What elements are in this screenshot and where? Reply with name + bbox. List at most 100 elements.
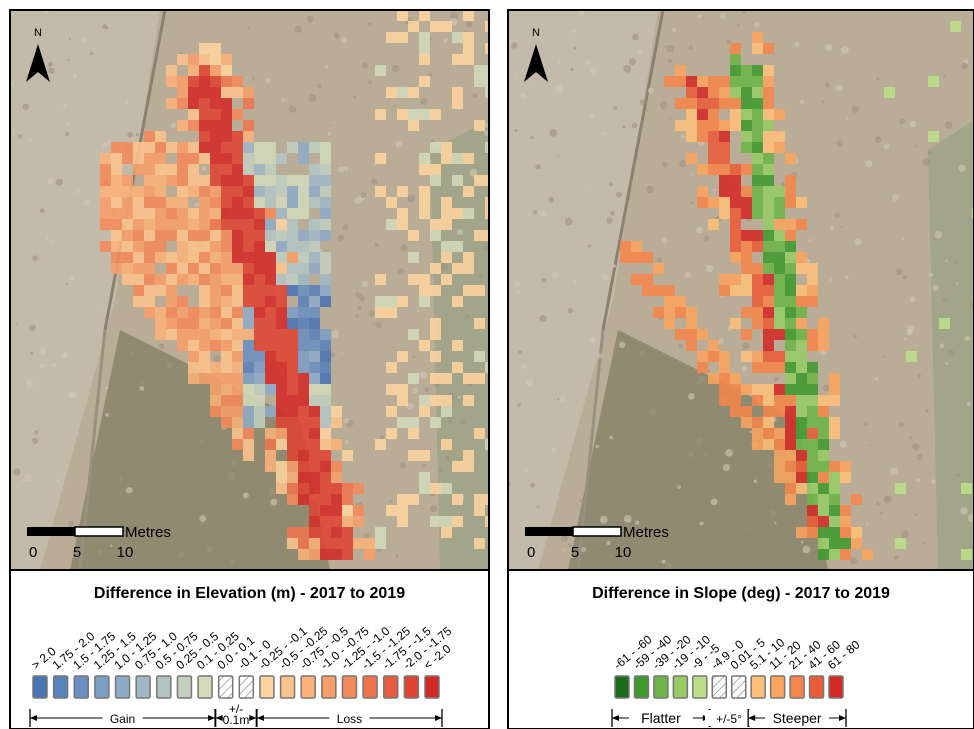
texture: [130, 352, 134, 356]
texture: [623, 65, 631, 73]
raster-cell: [276, 351, 287, 362]
raster-cell: [928, 76, 939, 87]
raster-cell: [708, 197, 719, 208]
texture: [200, 438, 204, 442]
raster-cell: [210, 318, 221, 329]
texture: [929, 273, 933, 277]
texture: [572, 29, 576, 33]
group-label: 0.1m: [223, 713, 250, 727]
raster-cell: [188, 373, 199, 384]
raster-cell: [177, 197, 188, 208]
texture: [52, 363, 56, 367]
texture: [353, 95, 356, 98]
raster-cell: [243, 318, 254, 329]
raster-cell: [430, 351, 441, 362]
texture: [613, 264, 617, 268]
raster-cell: [265, 142, 276, 153]
raster-cell: [287, 142, 298, 153]
raster-cell: [430, 417, 441, 428]
texture: [737, 463, 739, 465]
texture: [139, 386, 144, 391]
raster-cell: [254, 329, 265, 340]
raster-cell: [265, 230, 276, 241]
raster-cell: [166, 208, 177, 219]
raster-cell: [419, 109, 430, 120]
raster-cell: [730, 186, 741, 197]
raster-cell: [320, 406, 331, 417]
raster-cell: [210, 43, 221, 54]
texture: [317, 83, 322, 88]
raster-cell: [708, 142, 719, 153]
raster-cell: [320, 142, 331, 153]
raster-cell: [287, 428, 298, 439]
texture: [68, 521, 74, 527]
texture: [515, 73, 518, 76]
raster-cell: [177, 153, 188, 164]
raster-cell: [144, 285, 155, 296]
raster-cell: [177, 142, 188, 153]
raster-cell: [796, 406, 807, 417]
raster-cell: [818, 516, 829, 527]
raster-cell: [950, 21, 961, 32]
texture: [876, 77, 879, 80]
raster-cell: [199, 274, 210, 285]
raster-cell: [386, 505, 397, 516]
raster-cell: [221, 406, 232, 417]
raster-cell: [741, 142, 752, 153]
raster-cell: [752, 208, 763, 219]
raster-cell: [763, 164, 774, 175]
raster-cell: [419, 153, 430, 164]
raster-cell: [254, 197, 265, 208]
legend-swatch: [673, 676, 687, 698]
raster-cell: [763, 230, 774, 241]
texture: [105, 27, 108, 30]
raster-cell: [243, 373, 254, 384]
raster-cell: [320, 351, 331, 362]
raster-cell: [375, 527, 386, 538]
texture: [662, 560, 666, 564]
raster-cell: [408, 450, 419, 461]
raster-cell: [774, 461, 785, 472]
raster-cell: [221, 417, 232, 428]
texture: [665, 563, 672, 570]
raster-cell: [298, 340, 309, 351]
raster-cell: [276, 241, 287, 252]
raster-cell: [199, 373, 210, 384]
raster-cell: [298, 461, 309, 472]
raster-cell: [309, 461, 320, 472]
raster-cell: [309, 186, 320, 197]
texture: [395, 554, 398, 557]
legend-title: Difference in Slope (deg) - 2017 to 2019: [592, 585, 890, 602]
raster-cell: [719, 285, 730, 296]
texture: [136, 133, 139, 136]
raster-cell: [730, 175, 741, 186]
raster-cell: [785, 252, 796, 263]
texture: [125, 101, 129, 105]
raster-cell: [320, 395, 331, 406]
raster-cell: [188, 252, 199, 263]
raster-cell: [232, 373, 243, 384]
texture: [774, 377, 779, 382]
raster-cell: [763, 120, 774, 131]
raster-cell: [155, 329, 166, 340]
raster-cell: [309, 483, 320, 494]
raster-cell: [298, 362, 309, 373]
raster-cell: [243, 219, 254, 230]
texture: [587, 244, 591, 248]
raster-cell: [752, 351, 763, 362]
raster-cell: [133, 208, 144, 219]
texture: [942, 297, 948, 303]
raster-cell: [265, 153, 276, 164]
raster-cell: [342, 549, 353, 560]
raster-cell: [763, 439, 774, 450]
raster-cell: [829, 461, 840, 472]
raster-cell: [221, 186, 232, 197]
texture: [609, 182, 613, 186]
raster-cell: [298, 285, 309, 296]
texture: [29, 325, 36, 332]
raster-cell: [276, 329, 287, 340]
texture: [600, 516, 608, 524]
raster-cell: [210, 109, 221, 120]
scale-tick: 10: [117, 544, 134, 561]
raster-cell: [763, 131, 774, 142]
